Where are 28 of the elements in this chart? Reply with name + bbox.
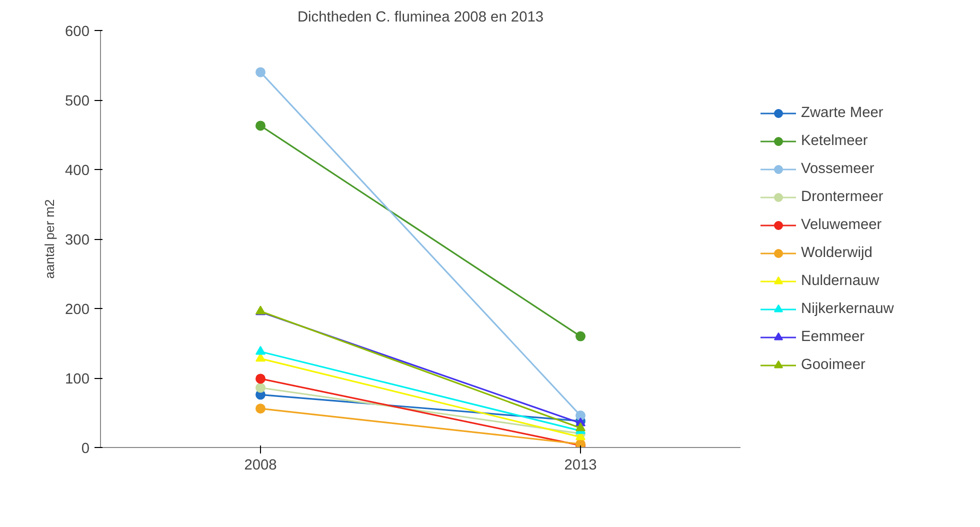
y-tick-label: 300 — [65, 232, 90, 248]
y-tick-label: 400 — [65, 163, 90, 179]
legend-label: Eemmeer — [801, 328, 865, 344]
x-tick-label: 2008 — [244, 458, 277, 474]
point — [256, 374, 266, 384]
point — [576, 331, 586, 342]
x-tick-label: 2013 — [564, 458, 597, 474]
y-axis-title: aantal per m2 — [42, 199, 58, 279]
legend-label: Nuldernauw — [801, 272, 880, 288]
legend-label: Wolderwijd — [801, 244, 872, 260]
point — [256, 67, 266, 78]
y-tick-label: 100 — [65, 372, 90, 388]
point — [256, 382, 266, 393]
y-tick-label: 600 — [65, 24, 90, 40]
chart-title: Dichtheden C. fluminea 2008 en 2013 — [297, 10, 544, 26]
legend-label: Vossemeer — [801, 160, 874, 176]
legend-label: Ketelmeer — [801, 132, 868, 148]
legend-label: Zwarte Meer — [801, 104, 884, 120]
legend-label: Gooimeer — [801, 356, 866, 372]
point — [576, 410, 586, 421]
legend-label: Drontermeer — [801, 188, 884, 204]
legend-label: Nijkerkernauw — [801, 300, 894, 316]
y-tick-label: 200 — [65, 302, 90, 318]
point — [256, 404, 266, 414]
legend-label: Veluwemeer — [801, 216, 882, 232]
y-tick-label: 0 — [81, 441, 90, 457]
point — [256, 120, 266, 131]
y-tick-label: 500 — [65, 94, 90, 110]
